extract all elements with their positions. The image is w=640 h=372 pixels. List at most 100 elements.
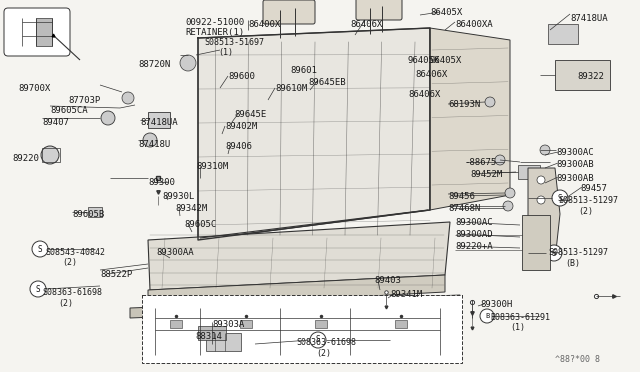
Text: 86400X: 86400X (248, 20, 280, 29)
Text: 86405X: 86405X (430, 8, 462, 17)
Text: S: S (316, 336, 320, 344)
Text: 89406: 89406 (225, 142, 252, 151)
Text: 86406X: 86406X (415, 70, 447, 79)
Text: 87418UA: 87418UA (570, 14, 607, 23)
Text: S08513-51297: S08513-51297 (548, 248, 608, 257)
Text: 89605C: 89605C (184, 220, 216, 229)
Text: S: S (552, 248, 556, 257)
Bar (555, 60, 610, 90)
Text: 96405X: 96405X (430, 56, 462, 65)
Polygon shape (148, 275, 445, 308)
Text: 68193N: 68193N (448, 100, 480, 109)
Text: 89601: 89601 (290, 66, 317, 75)
Text: S: S (38, 244, 42, 253)
Bar (395, 320, 407, 328)
Text: 86406X: 86406X (408, 90, 440, 99)
Text: (1): (1) (510, 323, 525, 332)
Text: (2): (2) (578, 207, 593, 216)
Text: 87418U: 87418U (138, 140, 170, 149)
Text: (2): (2) (62, 258, 77, 267)
Circle shape (537, 196, 545, 204)
Text: 89300AB: 89300AB (556, 160, 594, 169)
Text: 89300AB: 89300AB (556, 174, 594, 183)
Text: 89220: 89220 (12, 154, 39, 163)
Text: 89402M: 89402M (225, 122, 257, 131)
Text: 89457: 89457 (580, 184, 607, 193)
Text: 89452M: 89452M (470, 170, 502, 179)
Circle shape (143, 133, 157, 147)
Text: 89300AC: 89300AC (556, 148, 594, 157)
Text: S08363-61698: S08363-61698 (296, 338, 356, 347)
Text: ^88?*00 8: ^88?*00 8 (555, 355, 600, 364)
Circle shape (537, 241, 545, 249)
Text: 89342M: 89342M (175, 204, 207, 213)
Text: 96405X: 96405X (408, 56, 440, 65)
Bar (142, 295, 462, 363)
Polygon shape (130, 295, 460, 318)
Text: (2): (2) (316, 349, 331, 358)
Text: (2): (2) (58, 299, 73, 308)
Bar (548, 24, 578, 44)
Circle shape (180, 55, 196, 71)
Bar (198, 326, 226, 340)
Text: S08363-61698: S08363-61698 (42, 288, 102, 297)
Text: 89645E: 89645E (234, 110, 266, 119)
Bar (522, 215, 550, 270)
Bar (240, 320, 252, 328)
Bar (88, 207, 102, 217)
Text: 89300AC: 89300AC (455, 218, 493, 227)
Text: 89300H: 89300H (480, 300, 512, 309)
Polygon shape (528, 168, 560, 260)
Text: 89645EB: 89645EB (308, 78, 346, 87)
FancyBboxPatch shape (356, 0, 402, 20)
Text: B08363-61291: B08363-61291 (490, 313, 550, 322)
Text: 89605B: 89605B (72, 210, 104, 219)
Text: 89341M: 89341M (390, 290, 422, 299)
Circle shape (537, 176, 545, 184)
Text: (1): (1) (218, 48, 233, 57)
Text: 89220+A: 89220+A (455, 242, 493, 251)
Polygon shape (430, 28, 510, 210)
Text: 89610M: 89610M (275, 84, 307, 93)
Circle shape (540, 145, 550, 155)
Circle shape (310, 332, 326, 348)
Bar (518, 165, 540, 179)
Text: 86406X: 86406X (350, 20, 382, 29)
Circle shape (480, 309, 494, 323)
Bar (315, 320, 327, 328)
Circle shape (122, 92, 134, 104)
Text: 89700X: 89700X (18, 84, 51, 93)
Text: 89600: 89600 (228, 72, 255, 81)
Text: S08543-40842: S08543-40842 (45, 248, 105, 257)
Bar (36, 18, 52, 46)
Circle shape (495, 155, 505, 165)
Text: 88522P: 88522P (100, 270, 132, 279)
Text: 89322: 89322 (577, 72, 604, 81)
Circle shape (41, 146, 59, 164)
Circle shape (32, 241, 48, 257)
Text: (B): (B) (565, 259, 580, 268)
Circle shape (485, 97, 495, 107)
Circle shape (537, 221, 545, 229)
Text: 89300: 89300 (148, 178, 175, 187)
Text: S08513-51297: S08513-51297 (558, 196, 618, 205)
Bar (42, 148, 60, 162)
FancyBboxPatch shape (4, 8, 70, 56)
Bar (206, 333, 241, 351)
Text: -88675: -88675 (464, 158, 496, 167)
Text: 89300AD: 89300AD (455, 230, 493, 239)
Text: 89930L: 89930L (162, 192, 195, 201)
Bar (148, 112, 170, 128)
Bar (170, 320, 182, 328)
Polygon shape (198, 28, 430, 240)
Circle shape (552, 190, 568, 206)
Text: 89407: 89407 (42, 118, 69, 127)
Text: 87703P: 87703P (68, 96, 100, 105)
Text: 87468N: 87468N (448, 204, 480, 213)
Text: 87418UA: 87418UA (140, 118, 178, 127)
FancyBboxPatch shape (263, 0, 315, 24)
Text: 00922-51000: 00922-51000 (185, 18, 244, 27)
Text: 88314: 88314 (195, 332, 222, 341)
Circle shape (503, 201, 513, 211)
Text: S: S (36, 285, 40, 294)
